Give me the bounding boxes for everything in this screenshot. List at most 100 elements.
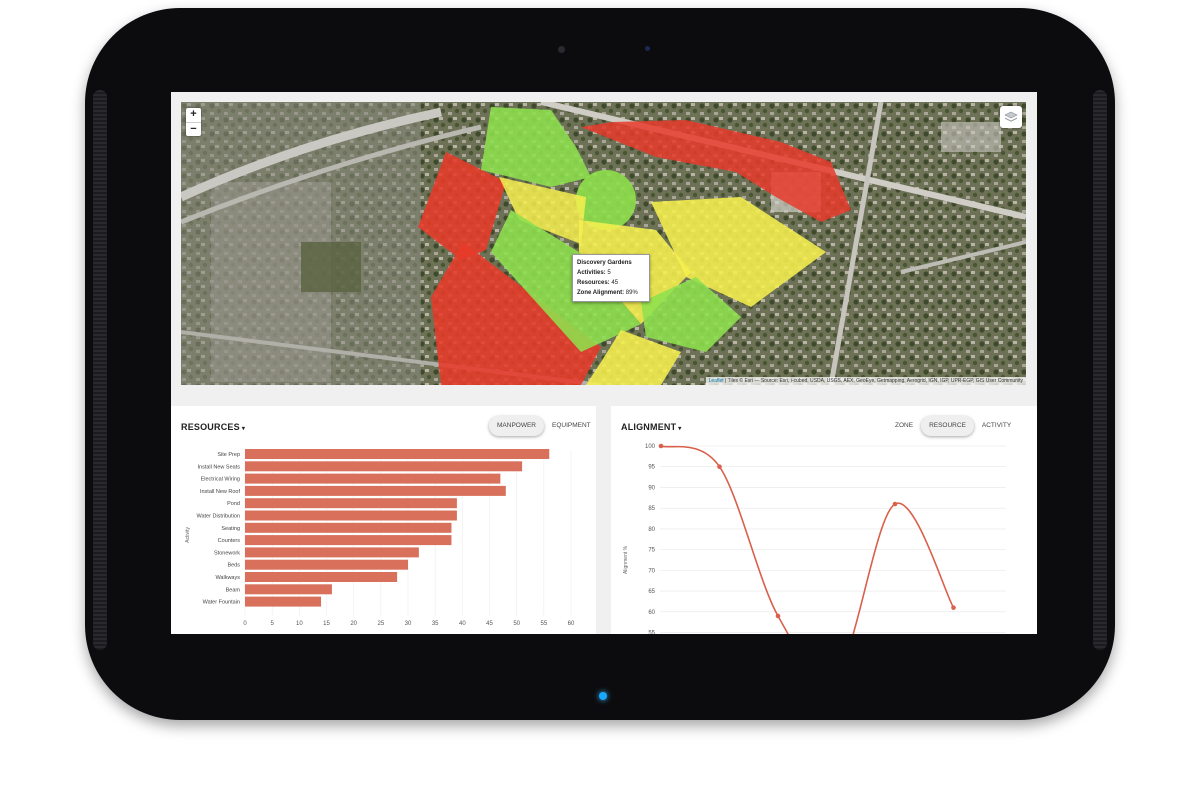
popup-title: Discovery Gardens (577, 260, 632, 266)
popup-activities-value: 5 (607, 270, 611, 276)
x-tick-label: 30 (405, 621, 412, 627)
data-point (658, 443, 664, 449)
data-point (951, 605, 956, 610)
x-tick-label: 60 (568, 621, 575, 627)
y-axis-label: Alignment % (623, 545, 629, 574)
site-map[interactable]: + − Discovery Gardens Activities: 5 Reso… (181, 102, 1026, 385)
x-tick-label: 55 (540, 621, 547, 627)
tab-zone[interactable]: ZONE (895, 422, 914, 429)
popup-activities-label: Activities: (577, 270, 606, 276)
x-tick-label: 25 (377, 621, 384, 627)
data-point (775, 613, 781, 619)
attribution-text: | Tiles © Esri — Source: Esri, i-cubed, … (723, 378, 1023, 384)
resources-title[interactable]: RESOURCES ▾ (181, 422, 245, 432)
alignment-caret-icon: ▾ (678, 426, 682, 432)
alignment-series-line (660, 445, 955, 634)
popup-alignment-value: 89% (625, 290, 638, 296)
layers-button[interactable] (1000, 106, 1022, 128)
tab-resource[interactable]: RESOURCE (921, 416, 974, 436)
layers-icon (1004, 111, 1018, 122)
y-tick-label: 95 (648, 465, 655, 471)
y-tick-label: 55 (648, 631, 655, 634)
bar (245, 473, 501, 484)
resources-tabs: MANPOWER EQUIPMENT (489, 416, 599, 436)
category-label: Stonework (214, 550, 240, 556)
speaker-grille-left (93, 90, 107, 650)
category-label: Electrical Wiring (201, 477, 240, 483)
x-tick-label: 45 (486, 621, 493, 627)
popup-resources-label: Resources: (577, 280, 610, 286)
zone-green-stadium (576, 170, 636, 230)
bar (245, 584, 332, 595)
x-tick-label: 50 (513, 621, 520, 627)
zone-green-southeast (641, 277, 741, 352)
bar (245, 461, 523, 472)
bar (245, 498, 457, 509)
zoom-control: + − (186, 108, 201, 136)
x-tick-label: 15 (323, 621, 330, 627)
y-tick-label: 70 (648, 568, 655, 574)
zone-red-west (418, 152, 506, 260)
x-tick-label: 35 (432, 621, 439, 627)
category-label: Install New Roof (200, 489, 241, 495)
tab-manpower[interactable]: MANPOWER (489, 416, 544, 436)
alignment-title[interactable]: ALIGNMENT ▾ (621, 422, 682, 432)
map-attribution: Leaflet | Tiles © Esri — Source: Esri, i… (705, 377, 1026, 385)
tab-activity[interactable]: ACTIVITY (981, 422, 1012, 429)
category-label: Pond (227, 501, 240, 507)
zone-popup: Discovery Gardens Activities: 5 Resource… (572, 254, 650, 302)
bar (245, 510, 457, 521)
alignment-line-chart: 455055606570758085909510008 / 2908 / 300… (623, 443, 1006, 634)
bar (245, 596, 322, 607)
category-label: Beam (226, 587, 241, 593)
bar (245, 535, 452, 546)
category-label: Install New Seats (198, 464, 241, 470)
app-screen: + − Discovery Gardens Activities: 5 Reso… (171, 92, 1037, 634)
zone-red-northeast (581, 120, 851, 222)
zone-red-south (431, 242, 601, 385)
x-tick-label: 20 (350, 621, 357, 627)
data-point (892, 501, 898, 507)
alignment-title-text: ALIGNMENT (621, 422, 677, 432)
bar (245, 485, 506, 496)
light-sensor (645, 46, 650, 51)
category-label: Beds (227, 563, 240, 569)
category-label: Walkways (215, 575, 240, 581)
category-label: Counters (218, 538, 241, 544)
zoom-out-button[interactable]: − (190, 123, 197, 135)
front-camera (558, 46, 565, 53)
y-tick-label: 90 (648, 485, 655, 491)
speaker-grille-right (1093, 90, 1107, 650)
category-label: Site Prep (217, 452, 240, 458)
status-led (599, 692, 607, 700)
y-axis-label: Activity (185, 527, 191, 543)
zone-green-north (481, 107, 591, 187)
resources-title-text: RESOURCES (181, 422, 240, 432)
resources-caret-icon: ▾ (241, 426, 246, 432)
category-label: Seating (221, 526, 240, 532)
bar (245, 572, 398, 582)
alignment-tabs: ZONE RESOURCE ACTIVITY (887, 416, 1019, 436)
leaflet-link[interactable]: Leaflet (708, 378, 724, 384)
y-tick-label: 80 (648, 527, 655, 533)
resources-panel: RESOURCES ▾ MANPOWER EQUIPMENT 0 5 10 15 20 25… (171, 406, 596, 634)
x-tick-label: 10 (296, 621, 303, 627)
bar (245, 522, 452, 533)
category-label: Water Distribution (196, 514, 240, 520)
x-tick-label: 0 (243, 621, 247, 627)
x-tick-label: 5 (270, 621, 274, 627)
resources-bar-chart: 0 5 10 15 20 25 30 35 40 45 50 55 60 Site Prep Install… (185, 449, 575, 634)
bar (245, 449, 550, 459)
zone-green-discovery (491, 210, 641, 352)
data-point (717, 464, 722, 470)
y-tick-label: 60 (648, 610, 655, 616)
y-tick-label: 100 (645, 444, 656, 450)
zone-yellow-south (586, 330, 681, 385)
tab-equipment[interactable]: EQUIPMENT (552, 422, 591, 429)
popup-resources-value: 45 (611, 280, 619, 286)
zoom-in-button[interactable]: + (186, 108, 201, 123)
y-tick-label: 85 (648, 506, 655, 512)
zone-yellow-central (499, 177, 586, 244)
popup-alignment-label: Zone Alignment: (577, 290, 625, 296)
bar (245, 559, 408, 570)
